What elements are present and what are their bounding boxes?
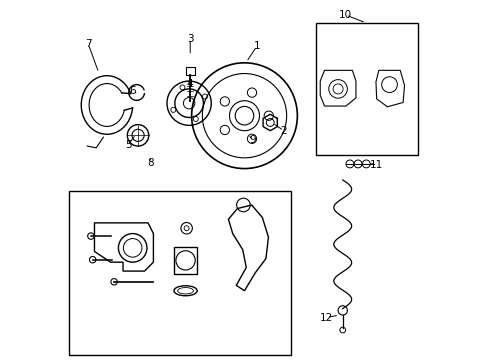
Circle shape xyxy=(87,233,94,239)
Text: 5: 5 xyxy=(124,140,131,150)
Text: 8: 8 xyxy=(147,158,154,168)
Text: 2: 2 xyxy=(280,126,286,136)
Text: 7: 7 xyxy=(85,39,92,49)
Text: 1: 1 xyxy=(253,41,260,51)
Bar xyxy=(174,247,197,274)
Text: 9: 9 xyxy=(249,135,256,145)
Bar xyxy=(69,191,290,355)
Text: 11: 11 xyxy=(369,159,383,170)
Circle shape xyxy=(181,222,192,234)
Text: 12: 12 xyxy=(319,312,333,323)
Circle shape xyxy=(89,256,96,263)
Text: 10: 10 xyxy=(338,10,351,20)
Text: 3: 3 xyxy=(186,34,193,44)
Ellipse shape xyxy=(174,286,197,296)
Text: 4: 4 xyxy=(186,78,193,89)
Circle shape xyxy=(111,279,117,285)
Bar xyxy=(185,67,194,75)
Bar xyxy=(315,23,417,155)
Text: 6: 6 xyxy=(129,86,136,96)
